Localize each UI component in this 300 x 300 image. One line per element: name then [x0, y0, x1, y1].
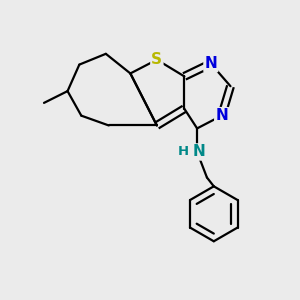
Text: N: N [193, 145, 206, 160]
Text: N: N [215, 108, 228, 123]
Text: H: H [178, 146, 189, 158]
Text: N: N [205, 56, 217, 71]
Text: S: S [152, 52, 162, 67]
